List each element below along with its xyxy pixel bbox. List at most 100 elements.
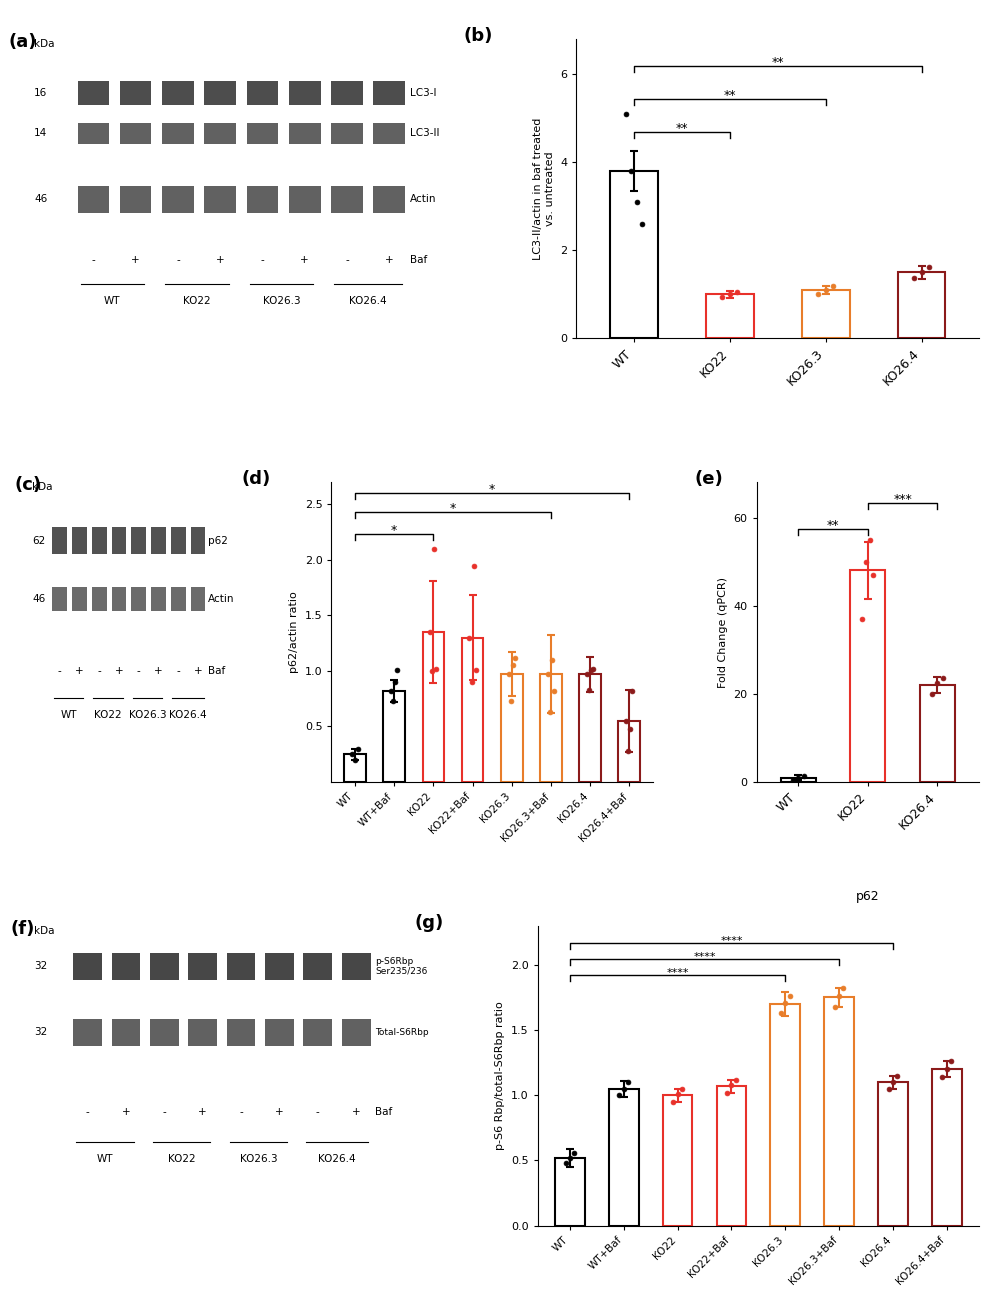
Bar — [540, 675, 561, 782]
Bar — [92, 528, 107, 555]
Bar — [52, 528, 67, 555]
Bar — [205, 81, 236, 104]
Bar — [131, 587, 146, 611]
Bar — [162, 123, 194, 143]
Bar — [265, 953, 294, 979]
Y-axis label: LC3-II/actin in baf treated
vs. untreated: LC3-II/actin in baf treated vs. untreate… — [533, 117, 554, 259]
Bar — [162, 81, 194, 104]
Text: *: * — [490, 482, 496, 495]
Text: +: + — [122, 1107, 130, 1117]
Text: KO26.3: KO26.3 — [240, 1153, 277, 1164]
Text: +: + — [275, 1107, 284, 1117]
Bar — [706, 294, 754, 338]
Text: (e): (e) — [694, 471, 723, 488]
Bar — [265, 1019, 294, 1046]
Bar — [227, 953, 256, 979]
Text: KO22: KO22 — [168, 1153, 196, 1164]
Bar — [289, 186, 321, 213]
Text: Actin: Actin — [208, 595, 235, 604]
Text: kDa: kDa — [34, 39, 55, 49]
Text: (f): (f) — [11, 920, 35, 938]
Text: 32: 32 — [34, 1027, 47, 1037]
Bar — [342, 1019, 371, 1046]
Text: ***: *** — [893, 493, 912, 506]
Text: -: - — [86, 1107, 90, 1117]
Text: WT: WT — [60, 710, 77, 720]
Bar — [304, 1019, 333, 1046]
Bar — [150, 1019, 179, 1046]
Bar — [92, 587, 107, 611]
Text: Baf: Baf — [208, 666, 225, 676]
Text: **: ** — [771, 55, 784, 68]
Text: +: + — [115, 666, 123, 676]
Y-axis label: Fold Change (qPCR): Fold Change (qPCR) — [718, 577, 728, 688]
Bar — [120, 81, 152, 104]
Bar — [920, 685, 955, 782]
Text: 14: 14 — [34, 128, 47, 138]
Text: Baf: Baf — [376, 1107, 393, 1117]
Text: (g): (g) — [414, 913, 444, 931]
Text: -: - — [316, 1107, 320, 1117]
Text: kDa: kDa — [32, 482, 52, 493]
Bar — [345, 755, 366, 782]
Text: *: * — [391, 524, 398, 537]
Bar — [72, 528, 87, 555]
Text: 46: 46 — [34, 194, 47, 204]
Bar — [384, 691, 405, 782]
Text: -: - — [58, 666, 62, 676]
Text: Baf: Baf — [411, 255, 428, 266]
Text: 62: 62 — [32, 535, 45, 546]
Bar — [73, 953, 102, 979]
Bar — [342, 953, 371, 979]
Bar — [662, 1095, 692, 1226]
Text: p-S6Rbp
Ser235/236: p-S6Rbp Ser235/236 — [376, 957, 428, 977]
Text: **: ** — [827, 519, 839, 533]
Bar — [247, 123, 279, 143]
Bar — [150, 953, 179, 979]
Text: KO26.4: KO26.4 — [170, 710, 207, 720]
Y-axis label: p-S6 Rbp/total-S6Rbp ratio: p-S6 Rbp/total-S6Rbp ratio — [496, 1001, 505, 1149]
Bar — [205, 186, 236, 213]
Bar — [932, 1069, 961, 1225]
Text: ****: **** — [720, 937, 742, 947]
Text: (a): (a) — [9, 32, 37, 50]
Bar — [289, 123, 321, 143]
Bar — [462, 637, 484, 782]
Bar — [374, 81, 406, 104]
Text: KO26.4: KO26.4 — [319, 1153, 356, 1164]
Text: -: - — [97, 666, 101, 676]
Bar — [52, 587, 67, 611]
Text: (d): (d) — [242, 471, 271, 488]
Bar — [610, 170, 658, 338]
Bar — [151, 528, 166, 555]
Text: KO26.3: KO26.3 — [263, 297, 301, 307]
Text: +: + — [301, 255, 309, 266]
Text: -: - — [261, 255, 265, 266]
Bar — [824, 997, 854, 1226]
Text: +: + — [75, 666, 84, 676]
Text: p62: p62 — [856, 890, 879, 903]
Bar — [247, 186, 279, 213]
Text: -: - — [176, 255, 180, 266]
Bar — [188, 1019, 217, 1046]
Text: LC3-I: LC3-I — [411, 88, 437, 98]
Bar — [770, 1004, 800, 1226]
Bar — [304, 953, 333, 979]
Text: kDa: kDa — [34, 926, 54, 935]
Bar — [618, 721, 640, 782]
Text: Actin: Actin — [411, 194, 437, 204]
Text: (c): (c) — [14, 476, 41, 494]
Text: KO22: KO22 — [183, 297, 211, 307]
Bar — [500, 675, 522, 782]
Text: ****: **** — [693, 952, 715, 962]
Bar — [878, 1082, 908, 1226]
Bar — [716, 1086, 746, 1226]
Bar — [781, 778, 815, 782]
Text: 46: 46 — [32, 595, 45, 604]
Text: **: ** — [723, 89, 736, 102]
Bar — [171, 528, 186, 555]
Text: ****: **** — [666, 968, 689, 978]
Bar — [72, 587, 87, 611]
Bar — [205, 123, 236, 143]
Bar — [579, 675, 600, 782]
